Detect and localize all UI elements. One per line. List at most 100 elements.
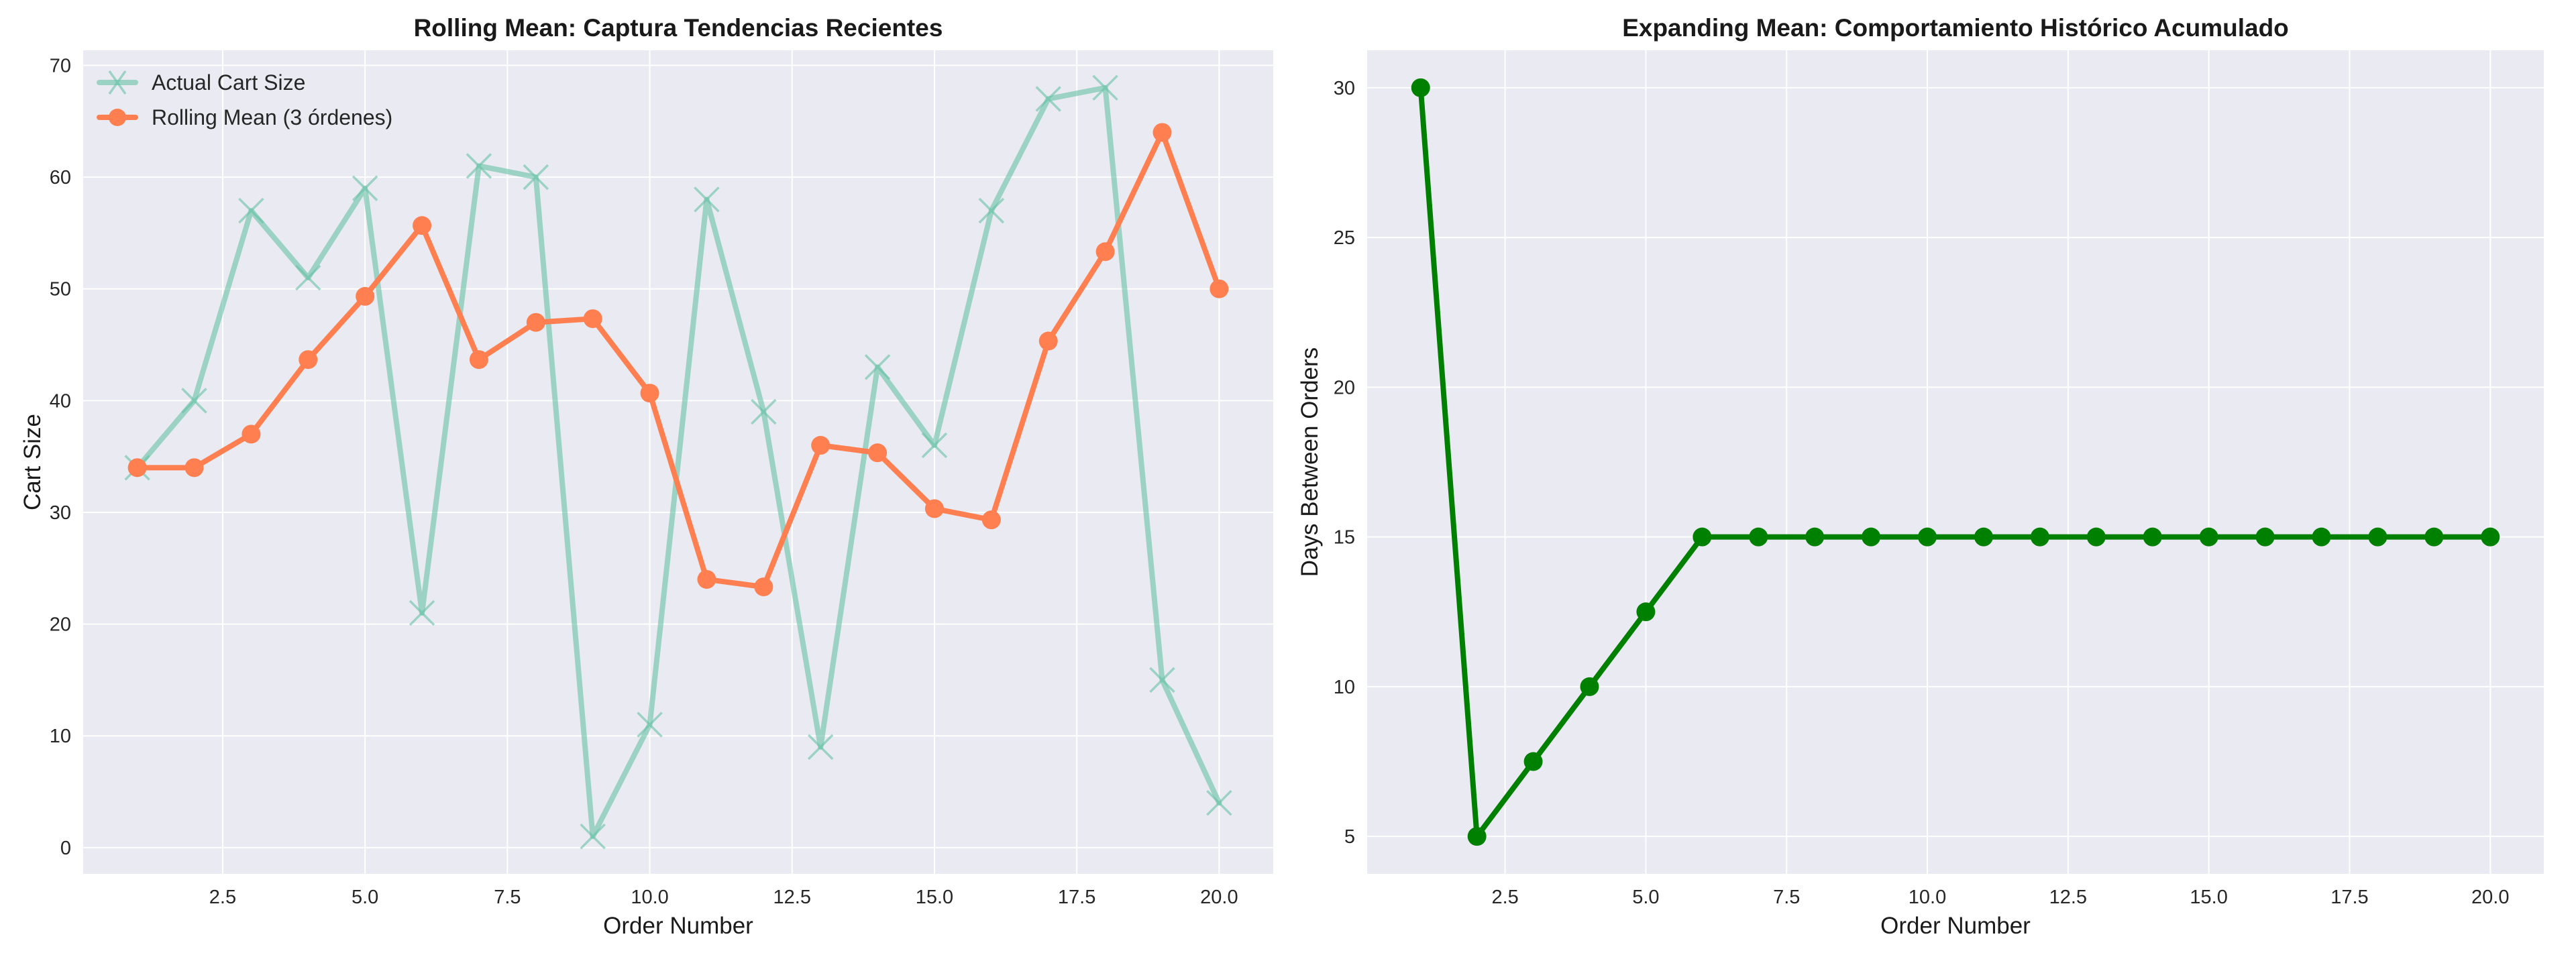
data-point	[811, 436, 830, 455]
data-point	[697, 569, 716, 589]
data-point	[356, 286, 375, 306]
data-point	[1467, 827, 1487, 846]
data-point	[1636, 602, 1656, 622]
chart-title: Rolling Mean: Captura Tendencias Recient…	[414, 14, 943, 42]
y-tick-label: 40	[50, 390, 71, 412]
data-point-x-marker	[637, 712, 663, 738]
y-tick-label: 30	[1334, 78, 1355, 99]
legend-x-marker	[108, 70, 127, 95]
x-tick-label: 20.0	[1200, 887, 1238, 908]
data-point-x-marker	[295, 264, 321, 291]
data-point	[2481, 527, 2500, 547]
x-tick-label: 10.0	[631, 887, 668, 908]
series-1	[1411, 78, 2500, 846]
chart-2: 2.5 5.0 7.5 10.0 12.5 15.0 17.5 20.0 5 10 15 20 25 30…	[1297, 14, 2544, 939]
chart-1: 2.5 5.0 7.5 10.0 12.5 15.0 17.5 20.0 0 10 20 30 40 50…	[19, 14, 1273, 939]
data-point	[299, 350, 318, 370]
series-1	[124, 74, 1232, 850]
data-point	[1974, 527, 1993, 547]
data-point	[1749, 527, 1768, 547]
x-tick-label: 10.0	[1909, 887, 1946, 908]
data-point	[2368, 527, 2387, 547]
x-tick-label: 5.0	[352, 887, 378, 908]
x-tick-label: 15.0	[2190, 887, 2227, 908]
y-tick-label: 60	[50, 167, 71, 188]
data-point	[1210, 279, 1229, 298]
series-line	[134, 129, 1222, 590]
y-tick-label: 20	[1334, 377, 1355, 398]
data-point	[1095, 242, 1115, 262]
x-tick-label: 7.5	[494, 887, 521, 908]
data-point-x-marker	[1149, 667, 1175, 693]
data-point-x-marker	[864, 354, 891, 380]
x-tick-label: 15.0	[916, 887, 953, 908]
x-tick-label: 20.0	[2471, 887, 2509, 908]
data-point-x-marker	[1035, 86, 1061, 112]
series-2	[127, 123, 1229, 597]
data-point-x-marker	[1092, 74, 1118, 101]
x-tick-label: 17.5	[1058, 887, 1095, 908]
data-point-x-marker	[921, 432, 948, 459]
x-axis-label: Order Number	[603, 913, 753, 939]
data-point	[1152, 123, 1172, 142]
data-point	[469, 350, 488, 370]
y-axis-label: Cart Size	[19, 414, 46, 510]
data-point	[1038, 331, 1058, 351]
data-point	[184, 458, 204, 477]
data-point	[981, 510, 1001, 530]
data-point	[1805, 527, 1825, 547]
y-tick-label: 0	[60, 838, 71, 859]
data-point-x-marker	[978, 197, 1005, 224]
data-point-x-marker	[1206, 789, 1232, 816]
y-tick-label: 25	[1334, 227, 1355, 249]
data-point	[413, 216, 432, 235]
x-axis-label: Order Number	[1880, 913, 2031, 939]
y-tick-label: 5	[1344, 826, 1355, 848]
data-point	[2143, 527, 2162, 547]
data-point	[1918, 527, 1937, 547]
data-point	[924, 499, 944, 518]
data-point-x-marker	[523, 164, 549, 190]
data-point	[127, 458, 147, 477]
data-point	[241, 425, 261, 444]
data-point	[1862, 527, 1881, 547]
y-tick-label: 10	[50, 726, 71, 747]
legend: Actual Cart Size Rolling Mean (3 órdenes)	[97, 70, 392, 129]
data-point-x-marker	[409, 600, 435, 626]
data-point	[2424, 527, 2444, 547]
series-line	[134, 85, 1222, 840]
data-point	[640, 384, 659, 403]
y-tick-label: 30	[50, 502, 71, 524]
x-tick-label: 2.5	[209, 887, 236, 908]
data-point	[2086, 527, 2106, 547]
y-tick-label: 70	[50, 55, 71, 76]
data-point	[754, 577, 773, 597]
y-tick-label: 50	[50, 279, 71, 300]
data-point-x-marker	[694, 186, 720, 213]
legend-label: Actual Cart Size	[152, 70, 305, 95]
y-tick-label: 10	[1334, 677, 1355, 698]
x-tick-label: 7.5	[1773, 887, 1800, 908]
data-point	[868, 443, 888, 463]
data-point-x-marker	[466, 153, 492, 179]
data-point-x-marker	[181, 388, 207, 414]
data-point	[2030, 527, 2049, 547]
data-point	[1523, 752, 1543, 771]
data-point-x-marker	[238, 197, 264, 224]
data-point	[2312, 527, 2331, 547]
data-point-x-marker	[580, 823, 606, 850]
data-point	[2255, 527, 2275, 547]
plot-area	[1367, 50, 2544, 874]
legend-label: Rolling Mean (3 órdenes)	[152, 105, 392, 129]
x-tick-label: 17.5	[2330, 887, 2368, 908]
x-tick-label: 12.5	[773, 887, 811, 908]
x-tick-label: 5.0	[1632, 887, 1659, 908]
x-tick-label: 2.5	[1491, 887, 1518, 908]
data-point	[1693, 527, 1712, 547]
data-point	[1580, 677, 1599, 696]
data-point	[526, 313, 545, 332]
x-tick-label: 12.5	[2049, 887, 2087, 908]
y-axis-label: Days Between Orders	[1297, 347, 1323, 577]
data-point	[1411, 78, 1430, 97]
